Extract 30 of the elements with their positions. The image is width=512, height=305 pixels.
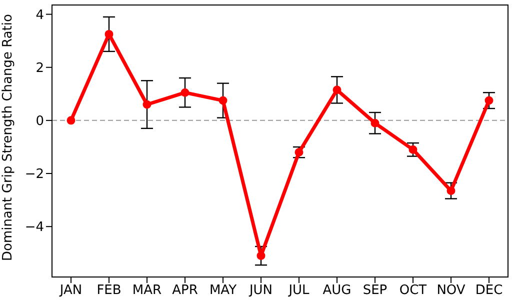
point bbox=[218, 96, 228, 105]
point bbox=[104, 30, 114, 38]
x-tick-label: JAN bbox=[58, 283, 82, 298]
point bbox=[446, 186, 456, 196]
point bbox=[332, 86, 342, 94]
y-tick-label: −2 bbox=[24, 167, 44, 182]
y-tick-label: 4 bbox=[36, 8, 44, 23]
y-axis-title: Dominant Grip Strength Change Ratio bbox=[0, 14, 16, 261]
x-tick-label: DEC bbox=[475, 283, 503, 298]
point bbox=[142, 100, 152, 109]
point bbox=[256, 252, 266, 260]
y-tick-label: 0 bbox=[36, 114, 44, 130]
point bbox=[180, 88, 190, 97]
x-tick-label: JUL bbox=[288, 283, 310, 298]
point bbox=[66, 116, 76, 125]
point bbox=[408, 145, 418, 154]
x-tick-label: NOV bbox=[436, 283, 466, 298]
point bbox=[370, 118, 380, 128]
y-tick-label: 2 bbox=[36, 60, 44, 76]
y-tick-label: −4 bbox=[24, 220, 44, 236]
point bbox=[484, 96, 494, 105]
x-tick-label: AUG bbox=[322, 283, 352, 298]
x-tick-label: MAR bbox=[132, 283, 162, 298]
x-tick-label: JUN bbox=[248, 283, 273, 298]
x-tick-label: MAY bbox=[209, 283, 237, 298]
x-tick-label: FEB bbox=[96, 283, 122, 298]
x-tick-label: SEP bbox=[362, 283, 388, 298]
point bbox=[294, 148, 304, 157]
x-tick-label: OCT bbox=[399, 283, 427, 298]
x-tick-label: APR bbox=[172, 283, 198, 298]
